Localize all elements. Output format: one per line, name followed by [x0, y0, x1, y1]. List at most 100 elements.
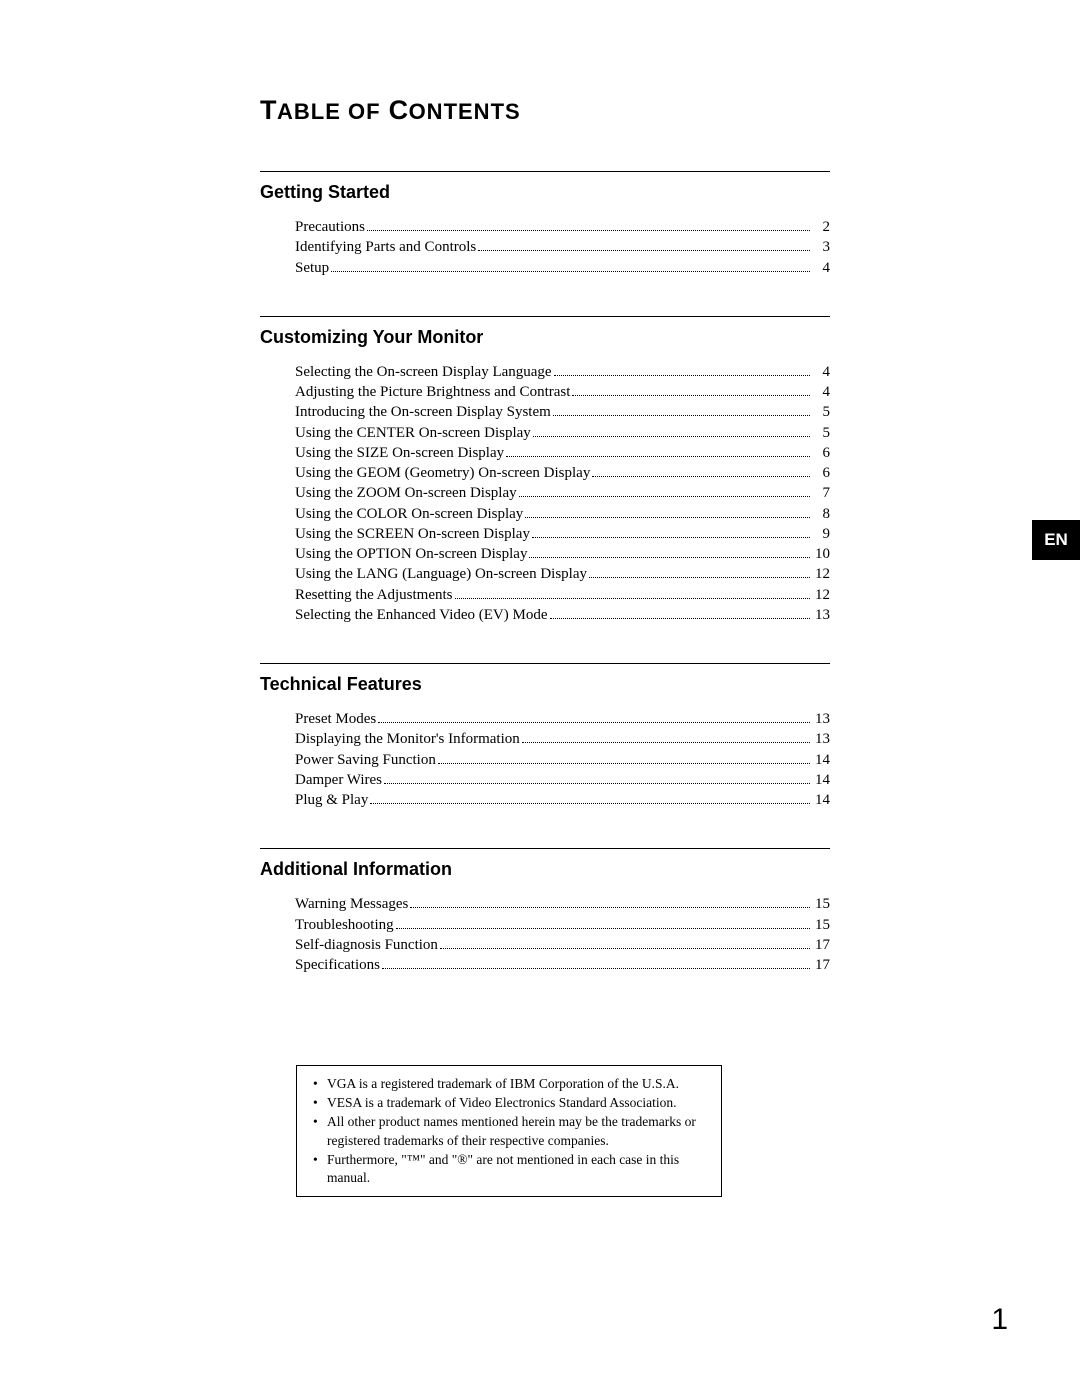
section-heading: Customizing Your Monitor — [260, 327, 830, 348]
toc-row: Using the CENTER On-screen Display5 — [295, 423, 830, 443]
toc-dots — [396, 928, 810, 929]
toc-page: 2 — [814, 217, 830, 237]
toc-page: 15 — [814, 915, 830, 935]
toc-dots — [533, 436, 810, 437]
toc-label: Resetting the Adjustments — [295, 585, 453, 605]
toc-label: Displaying the Monitor's Information — [295, 729, 520, 749]
toc-label: Setup — [295, 258, 329, 278]
toc-dots — [519, 496, 810, 497]
toc-row: Using the OPTION On-screen Display10 — [295, 544, 830, 564]
toc-label: Using the OPTION On-screen Display — [295, 544, 527, 564]
toc-page: 4 — [814, 362, 830, 382]
toc-row: Precautions 2 — [295, 217, 830, 237]
toc-page: 13 — [814, 709, 830, 729]
toc-label: Warning Messages — [295, 894, 408, 914]
toc-page: 14 — [814, 770, 830, 790]
toc-dots — [367, 230, 810, 231]
toc-dots — [589, 577, 810, 578]
toc-label: Using the ZOOM On-screen Display — [295, 483, 517, 503]
page-title: TABLE OF CONTENTS — [260, 95, 830, 126]
toc-dots — [370, 803, 810, 804]
toc-dots — [478, 250, 810, 251]
section-rule — [260, 848, 830, 849]
toc-dots — [553, 415, 810, 416]
toc-label: Using the SCREEN On-screen Display — [295, 524, 530, 544]
toc-dots — [532, 537, 810, 538]
language-tab: EN — [1032, 520, 1080, 560]
page-number: 1 — [991, 1303, 1008, 1337]
toc-row: Power Saving Function 14 — [295, 750, 830, 770]
toc-label: Using the COLOR On-screen Display — [295, 504, 523, 524]
toc-dots — [331, 271, 810, 272]
trademark-item: All other product names mentioned herein… — [311, 1113, 707, 1149]
toc-row: Plug & Play14 — [295, 790, 830, 810]
section-rule — [260, 663, 830, 664]
toc-label: Preset Modes — [295, 709, 376, 729]
toc-list: Precautions 2Identifying Parts and Contro… — [260, 217, 830, 278]
toc-list: Selecting the On-screen Display Language… — [260, 362, 830, 625]
title-rest2: ONTENTS — [409, 99, 521, 124]
toc-label: Power Saving Function — [295, 750, 436, 770]
toc-label: Adjusting the Picture Brightness and Con… — [295, 382, 570, 402]
toc-dots — [455, 598, 811, 599]
toc-label: Specifications — [295, 955, 380, 975]
toc-row: Using the GEOM (Geometry) On-screen Disp… — [295, 463, 830, 483]
trademark-box: VGA is a registered trademark of IBM Cor… — [296, 1065, 722, 1197]
toc-page: 12 — [814, 564, 830, 584]
toc-row: Troubleshooting 15 — [295, 915, 830, 935]
toc-row: Using the LANG (Language) On-screen Disp… — [295, 564, 830, 584]
toc-label: Damper Wires — [295, 770, 382, 790]
toc-page: 14 — [814, 790, 830, 810]
title-cap1: T — [260, 95, 277, 125]
toc-label: Using the SIZE On-screen Display — [295, 443, 504, 463]
toc-page: 8 — [814, 504, 830, 524]
toc-row: Using the SCREEN On-screen Display 9 — [295, 524, 830, 544]
toc-sections: Getting StartedPrecautions2Identifying P… — [260, 171, 830, 975]
toc-list: Warning Messages15Troubleshooting15Self-… — [260, 894, 830, 975]
toc-page: 15 — [814, 894, 830, 914]
toc-page: 6 — [814, 463, 830, 483]
toc-page: 9 — [814, 524, 830, 544]
toc-dots — [378, 722, 810, 723]
toc-row: Setup4 — [295, 258, 830, 278]
toc-row: Using the SIZE On-screen Display6 — [295, 443, 830, 463]
toc-row: Preset Modes 13 — [295, 709, 830, 729]
toc-row: Selecting the Enhanced Video (EV) Mode13 — [295, 605, 830, 625]
language-tab-label: EN — [1044, 530, 1068, 550]
toc-label: Using the LANG (Language) On-screen Disp… — [295, 564, 587, 584]
toc-page: 17 — [814, 935, 830, 955]
toc-dots — [438, 763, 810, 764]
toc-row: Warning Messages 15 — [295, 894, 830, 914]
toc-row: Specifications 17 — [295, 955, 830, 975]
toc-dots — [592, 476, 810, 477]
toc-label: Using the CENTER On-screen Display — [295, 423, 531, 443]
toc-page: 17 — [814, 955, 830, 975]
trademark-item: VGA is a registered trademark of IBM Cor… — [311, 1075, 707, 1093]
toc-page: 13 — [814, 605, 830, 625]
toc-dots — [525, 517, 810, 518]
toc-section: Technical Features Preset Modes 13 Displayi… — [260, 663, 830, 810]
toc-row: Identifying Parts and Controls3 — [295, 237, 830, 257]
toc-label: Troubleshooting — [295, 915, 394, 935]
toc-page: 12 — [814, 585, 830, 605]
toc-dots — [506, 456, 810, 457]
section-heading: Additional Information — [260, 859, 830, 880]
toc-page: 4 — [814, 382, 830, 402]
toc-dots — [572, 395, 810, 396]
toc-page: 14 — [814, 750, 830, 770]
toc-dots — [382, 968, 810, 969]
toc-row: Using the COLOR On-screen Display 8 — [295, 504, 830, 524]
section-heading: Technical Features — [260, 674, 830, 695]
toc-dots — [554, 375, 810, 376]
toc-section: Customizing Your Monitor Selecting the On… — [260, 316, 830, 625]
section-rule — [260, 171, 830, 172]
toc-page: 3 — [814, 237, 830, 257]
toc-page: 7 — [814, 483, 830, 503]
toc-label: Selecting the On-screen Display Language — [295, 362, 552, 382]
toc-row: Adjusting the Picture Brightness and Con… — [295, 382, 830, 402]
trademark-item: Furthermore, "™" and "®" are not mention… — [311, 1151, 707, 1187]
toc-section: Additional Information Warning Messages 15… — [260, 848, 830, 975]
toc-list: Preset Modes 13 Displaying the Monitor's I… — [260, 709, 830, 810]
title-cap2: C — [381, 95, 409, 125]
toc-label: Precautions — [295, 217, 365, 237]
